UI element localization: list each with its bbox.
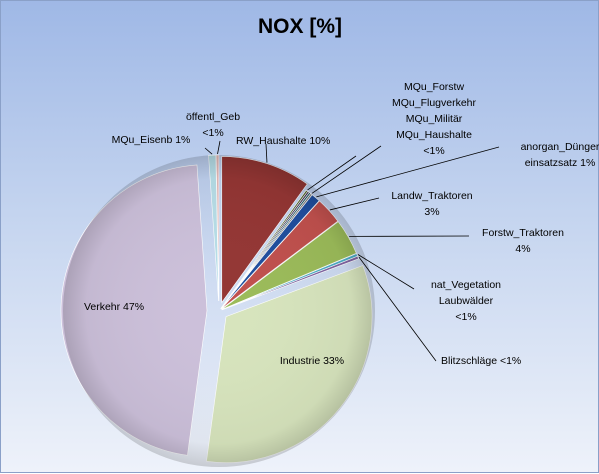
leader-line — [205, 148, 212, 154]
slice-label: MQu_Eisenb 1% — [112, 134, 191, 146]
chart-title: NOX [%] — [258, 15, 342, 38]
leader-line — [308, 156, 356, 190]
slice-label: MQu_Haushalte<1% — [396, 129, 472, 157]
slice-label: Industrie 33% — [280, 355, 344, 367]
slice-label: Verkehr 47% — [84, 301, 144, 313]
slice-label: MQu_Militär — [406, 113, 463, 125]
slice-label: MQu_Forstw — [404, 81, 465, 93]
leader-line — [218, 141, 220, 154]
slice-label: MQu_Flugverkehr — [392, 97, 477, 109]
slice-label: Blitzschläge <1% — [441, 355, 521, 367]
leader-line — [312, 146, 381, 193]
slice-label: öffentl_Geb<1% — [186, 111, 240, 139]
leader-line — [330, 198, 379, 210]
slice-label: RW_Haushalte 10% — [236, 135, 330, 147]
